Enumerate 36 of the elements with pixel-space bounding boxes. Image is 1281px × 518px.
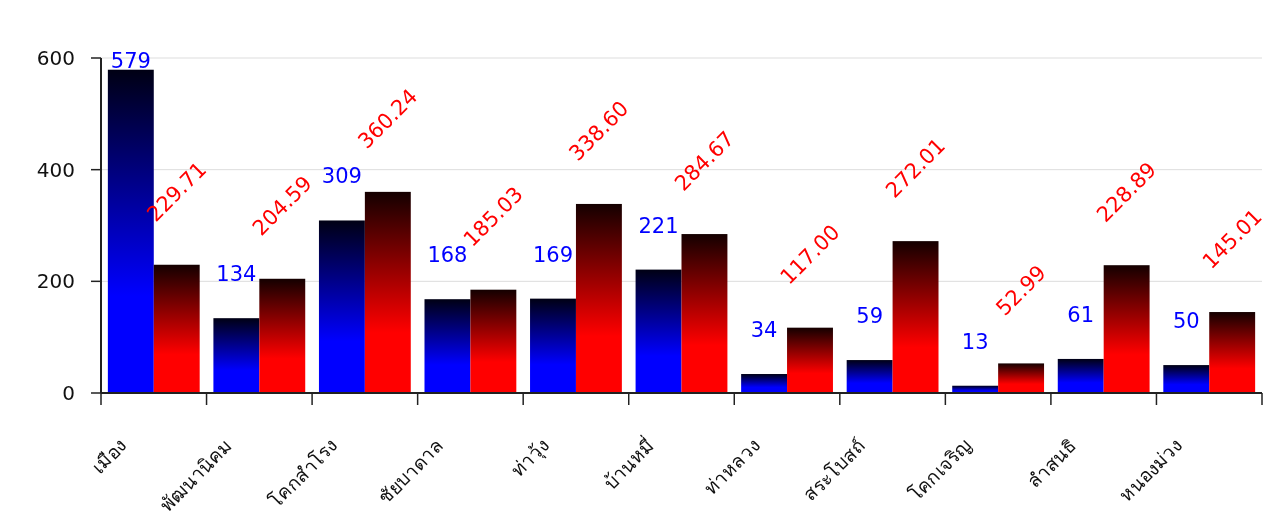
data-label: 59: [856, 304, 883, 329]
data-label: 61: [1067, 302, 1095, 327]
y-tick-label: 400: [36, 157, 75, 182]
bar: [364, 191, 411, 393]
bar: [635, 269, 682, 393]
bar: [470, 289, 517, 393]
x-tick-label: เมือง: [87, 434, 131, 478]
data-label: 50: [1172, 309, 1200, 334]
bar: [424, 299, 471, 393]
bar: [153, 264, 200, 393]
bar: [530, 298, 576, 393]
bar: [575, 203, 622, 393]
data-label: 168: [427, 243, 468, 268]
bar: [998, 363, 1045, 393]
bar: [1209, 312, 1256, 393]
bar: [1057, 358, 1104, 393]
bar: [1103, 265, 1150, 393]
bar: [259, 278, 306, 393]
bar: [318, 220, 365, 393]
data-label: 309: [321, 164, 362, 189]
bar: [892, 241, 939, 393]
data-label: 169: [532, 242, 574, 267]
bar: [1163, 365, 1210, 393]
bar: [741, 374, 788, 393]
y-tick-label: 200: [36, 269, 75, 294]
data-label: 221: [638, 213, 679, 238]
data-label: 34: [750, 318, 778, 343]
bar: [787, 327, 833, 393]
data-label: 13: [961, 329, 989, 354]
bar: [846, 360, 893, 393]
bar: [213, 318, 260, 393]
data-label: 579: [110, 49, 151, 73]
data-label: 134: [216, 262, 257, 287]
y-tick-label: 0: [62, 381, 75, 405]
bar: [681, 234, 728, 393]
y-tick-label: 600: [36, 46, 75, 70]
